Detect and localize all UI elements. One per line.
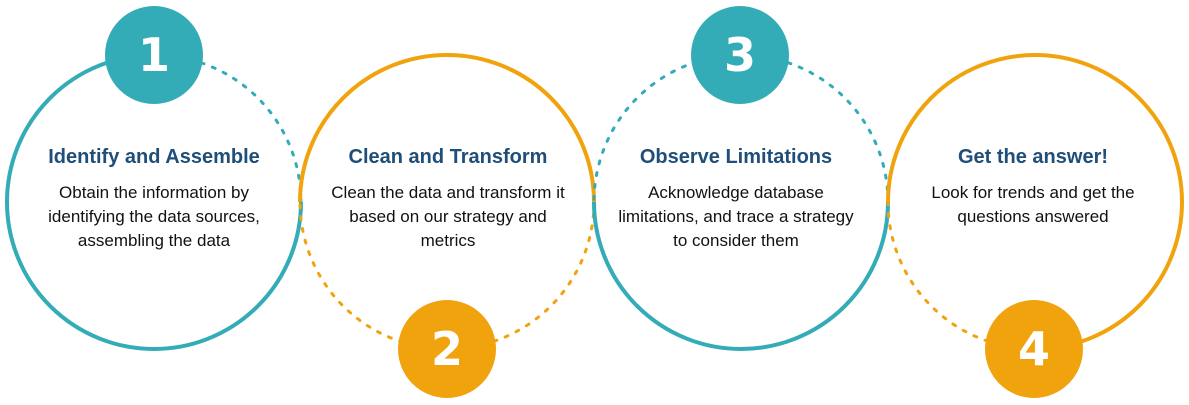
step-3-content: Observe Limitations Acknowledge database… [611,146,861,253]
step-3-description: Acknowledge database limitations, and tr… [618,183,854,250]
step-2-number-badge: 2 [398,300,496,398]
ring-1-solid-arc [5,53,303,351]
step-2-title: Clean and Transform [348,146,548,168]
step-4-title: Get the answer! [957,146,1109,168]
step-4-description: Look for trends and get the questions an… [931,183,1135,226]
ring-3-solid-arc [592,201,890,351]
ring-4-solid-arc [886,53,1184,351]
step-1-number-badge: 1 [105,6,203,104]
step-4-content: Get the answer! Look for trends and get … [908,146,1158,229]
step-1-content: Identify and Assemble Obtain the informa… [29,146,279,253]
step-4-number-badge: 4 [985,300,1083,398]
step-2-description: Clean the data and transform it based on… [331,183,565,250]
step-2-content: Clean and Transform Clean the data and t… [323,146,573,253]
ring-2-solid-arc [298,53,596,203]
step-3-number-badge: 3 [691,6,789,104]
step-1-title: Identify and Assemble [48,146,260,168]
step-3-title: Observe Limitations [639,146,833,168]
step-1-description: Obtain the information by identifying th… [48,183,260,250]
